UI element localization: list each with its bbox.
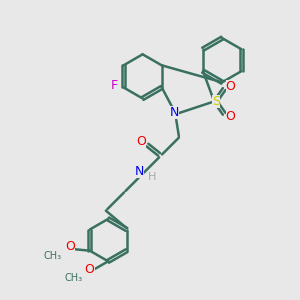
Text: N: N (135, 165, 144, 178)
Text: F: F (110, 80, 118, 92)
Text: CH₃: CH₃ (65, 273, 83, 283)
Text: H: H (148, 172, 156, 182)
Text: CH₃: CH₃ (44, 251, 62, 261)
Text: O: O (85, 263, 94, 276)
Text: O: O (136, 135, 146, 148)
Text: S: S (212, 95, 220, 108)
Text: N: N (170, 106, 179, 119)
Text: O: O (226, 110, 236, 123)
Text: O: O (226, 80, 236, 93)
Text: O: O (65, 240, 75, 254)
